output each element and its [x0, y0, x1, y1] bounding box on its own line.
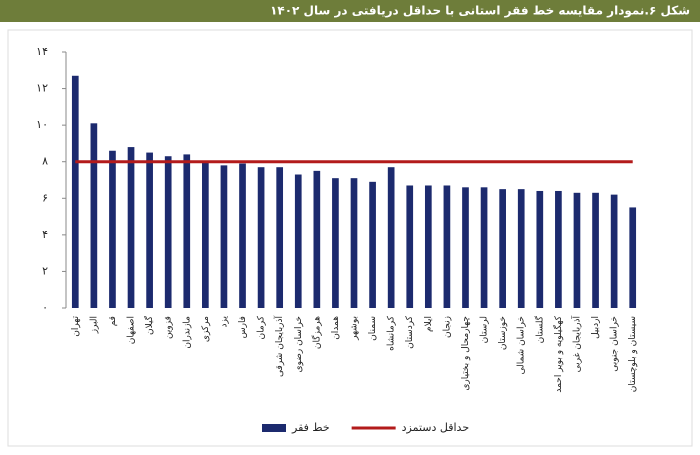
x-tick-label: مرکزی [201, 316, 211, 342]
x-tick-label: زنجان [442, 316, 452, 338]
y-tick-label: ۲ [42, 264, 48, 277]
bar [313, 170, 321, 308]
bar [499, 189, 506, 308]
x-tick-label: گیلان [143, 315, 155, 335]
y-tick-label: ۱۴ [36, 45, 48, 58]
x-tick-label: آذربایجان شرقی [273, 316, 285, 377]
x-tick-label: خراسان شمالی [517, 316, 527, 375]
x-tick-label: فارس [238, 316, 248, 338]
bar [573, 192, 581, 308]
bar [443, 185, 451, 308]
x-tick-label: تهران [71, 316, 81, 337]
bar [146, 152, 153, 308]
bar [406, 185, 414, 308]
bar [220, 165, 228, 308]
bar [350, 178, 358, 308]
x-tick-label: یزد [219, 316, 229, 328]
bar [276, 167, 284, 308]
y-tick-label: ۶ [42, 191, 48, 204]
x-tick-label: خراسان جنوبی [610, 316, 620, 372]
bar [257, 167, 265, 308]
x-tick-label: سیستان و بلوچستان [628, 316, 638, 392]
bar [109, 150, 116, 308]
bar [71, 75, 79, 309]
y-tick-label: ۰ [42, 301, 48, 314]
y-tick-label: ۱۲ [36, 82, 48, 95]
x-tick-label: بوشهر [350, 316, 360, 341]
y-tick-label: ۱۰ [36, 118, 48, 131]
bar [183, 154, 191, 308]
x-tick-label: قزوین [164, 316, 174, 339]
legend-label: حداقل دستمزد [402, 421, 469, 434]
x-tick-label: آذربایجان غربی [570, 316, 582, 373]
bar [202, 161, 209, 308]
x-tick-label: کرمان [257, 315, 267, 339]
bar [424, 185, 432, 308]
bar [164, 156, 172, 308]
x-tick-label: همدان [331, 316, 341, 340]
bar [610, 194, 618, 308]
x-tick-label: لرستان [480, 316, 490, 343]
bar [517, 189, 525, 308]
chart-title: شکل ۶.نمودار مقایسه خط فقر استانی با حدا… [270, 4, 690, 19]
x-tick-label: هرمزگان [310, 316, 322, 349]
y-tick-label: ۸ [42, 155, 48, 168]
y-tick-label: ۴ [42, 228, 48, 241]
bar [239, 163, 246, 308]
x-tick-label: قم [108, 316, 118, 326]
legend-swatch [262, 424, 286, 432]
x-tick-label: اردبیل [591, 316, 601, 339]
legend-label: خط فقر [291, 421, 330, 434]
bar [127, 147, 135, 308]
bar [332, 178, 339, 308]
frame [7, 29, 693, 447]
bar [90, 123, 98, 308]
bar [629, 207, 637, 308]
x-tick-label: کهگیلویه و بویر احمد [552, 315, 564, 392]
x-tick-label: ایلام [424, 316, 434, 332]
bar [480, 187, 488, 308]
x-tick-label: خراسان رضوی [294, 316, 304, 372]
x-tick-label: اصفهان [127, 316, 137, 344]
bar [555, 190, 562, 308]
x-tick-label: مازندران [182, 316, 192, 349]
bar [592, 192, 599, 308]
title-bar [0, 0, 700, 22]
x-tick-label: گلستان [533, 315, 545, 343]
bar [387, 167, 395, 308]
x-tick-label: چهارمحال و بختیاری [461, 316, 471, 391]
x-tick-label: سمنان [368, 316, 378, 341]
bar [369, 181, 376, 308]
bar [294, 174, 302, 308]
x-tick-label: البرز [89, 316, 99, 334]
x-tick-label: کردستان [405, 315, 415, 349]
bar [536, 190, 544, 308]
x-tick-label: خوزستان [498, 316, 508, 350]
bar [462, 187, 469, 308]
x-tick-label: کرمانشاه [387, 315, 397, 351]
